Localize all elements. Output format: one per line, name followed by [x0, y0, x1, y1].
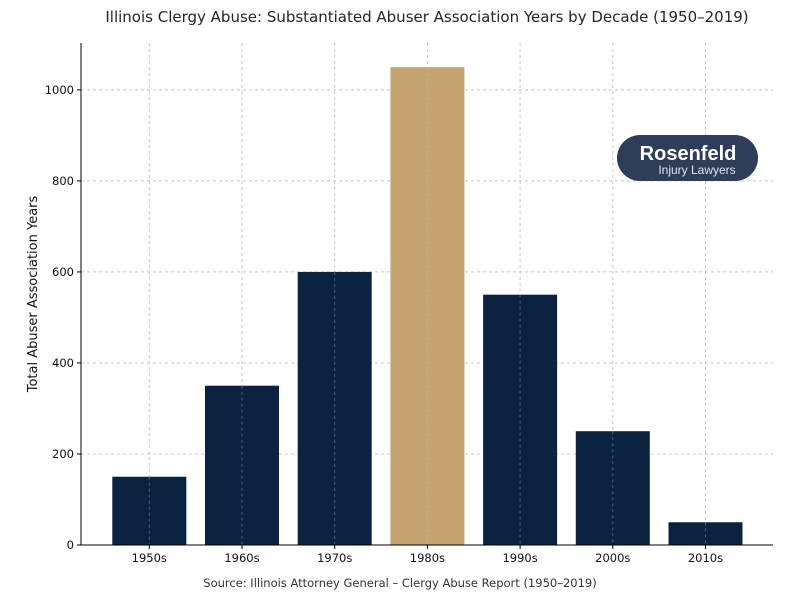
x-tick-label: 1950s [132, 551, 167, 565]
bar-2000s [575, 431, 650, 545]
y-axis-ticks: 0 200 400 600 800 1000 [45, 83, 81, 552]
chart-title: Illinois Clergy Abuse: Substantiated Abu… [105, 8, 748, 26]
bar-2010s [668, 522, 743, 545]
x-tick-label: 1990s [502, 551, 537, 565]
y-tick-label: 800 [52, 174, 74, 188]
y-tick-label: 0 [67, 538, 74, 552]
grid-overlay [148, 67, 706, 545]
x-tick-label: 1970s [317, 551, 352, 565]
x-tick-label: 2000s [595, 551, 630, 565]
x-tick-label: 2010s [688, 551, 723, 565]
x-tick-label: 1980s [410, 551, 445, 565]
bar-1950s [112, 476, 187, 545]
y-tick-label: 600 [52, 265, 74, 279]
bar-1980s [390, 67, 465, 545]
y-axis-label: Total Abuser Association Years [26, 195, 41, 393]
x-tick-label: 1960s [224, 551, 259, 565]
bars [112, 67, 743, 545]
y-tick-label: 400 [52, 356, 74, 370]
bar-1990s [483, 294, 558, 545]
rosenfeld-logo: Rosenfeld Injury Lawyers [617, 135, 758, 181]
y-tick-label: 1000 [45, 83, 74, 97]
logo-sub-text: Injury Lawyers [658, 163, 735, 177]
y-tick-label: 200 [52, 447, 74, 461]
logo-main-text: Rosenfeld [640, 143, 737, 165]
bar-1960s [205, 385, 279, 545]
x-axis-ticks: 1950s 1960s 1970s 1980s 1990s 2000s 2010s [132, 545, 723, 565]
bar-1970s [297, 271, 372, 545]
source-caption: Source: Illinois Attorney General – Cler… [203, 576, 596, 590]
